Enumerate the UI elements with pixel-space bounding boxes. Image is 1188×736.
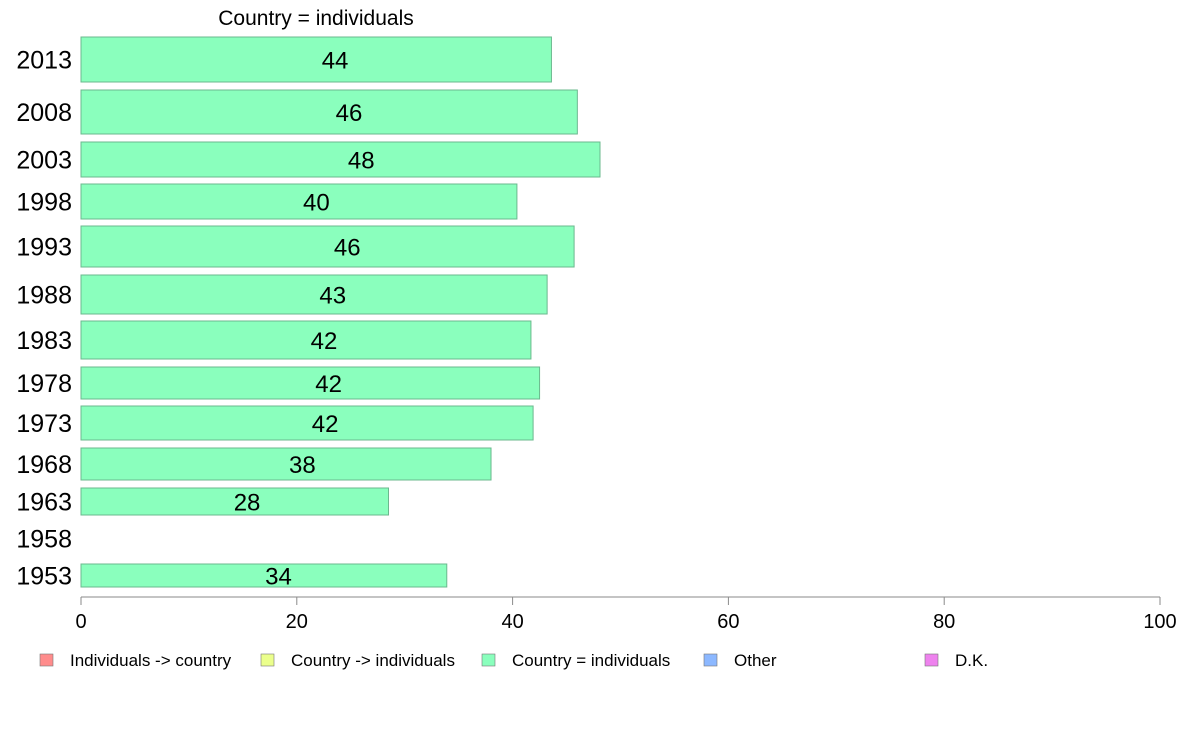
- bar-row: 1973 42: [16, 405, 534, 441]
- y-tick-label: 1953: [16, 563, 72, 591]
- bar: [80, 274, 548, 315]
- x-tick-label: 40: [501, 611, 523, 633]
- data-label: 40: [303, 190, 330, 217]
- legend-swatch: [703, 653, 718, 667]
- chart-title: Country = individuals: [218, 7, 414, 30]
- y-tick-label: 1968: [16, 451, 72, 479]
- legend-item: Country = individuals: [481, 651, 670, 670]
- bar: [80, 36, 552, 83]
- bar-row: 1968 38: [16, 447, 492, 481]
- data-label: 48: [348, 148, 375, 175]
- bar: [80, 563, 448, 588]
- bar: [80, 183, 518, 220]
- legend-item: Individuals -> country: [39, 651, 232, 670]
- x-tick-label: 60: [717, 611, 739, 633]
- x-tick-label: 80: [933, 611, 955, 633]
- legend-item: Country -> individuals: [260, 651, 455, 670]
- data-label: 34: [265, 564, 292, 591]
- bar-row: 1998 40: [16, 183, 518, 220]
- data-label: 28: [234, 490, 261, 517]
- data-label: 42: [312, 411, 339, 438]
- bar: [80, 447, 492, 481]
- data-label: 44: [322, 48, 349, 75]
- y-tick-label: 2013: [16, 47, 72, 75]
- data-label: 42: [311, 328, 338, 355]
- x-tick-label: 20: [286, 611, 308, 633]
- legend-swatch: [39, 653, 54, 667]
- legend-label: Country = individuals: [512, 651, 670, 670]
- bar: [80, 405, 534, 441]
- y-tick-label: 1983: [16, 327, 72, 355]
- legend-label: Country -> individuals: [291, 651, 455, 670]
- data-label: 43: [319, 283, 346, 310]
- legend: Individuals -> country Country -> individ…: [39, 651, 988, 670]
- bar-row: 1983 42: [16, 320, 532, 360]
- bar-rows: 2013 44 2008 46 2003 48 1998 40 1993 46 1988 43 1983…: [16, 36, 601, 591]
- y-tick-label: 1998: [16, 189, 72, 217]
- legend-label: Individuals -> country: [70, 651, 232, 670]
- y-tick-label: 2003: [16, 147, 72, 175]
- bar-row: 1963 28: [16, 487, 390, 517]
- legend-swatch: [481, 653, 496, 667]
- x-axis: 0 20 40 60 80 100: [75, 596, 1177, 633]
- y-tick-label: 1993: [16, 234, 72, 262]
- bar-row: 1993 46: [16, 225, 575, 268]
- data-label: 38: [289, 452, 316, 479]
- x-tick-label: 100: [1143, 611, 1176, 633]
- legend-label: D.K.: [955, 651, 988, 670]
- data-label: 46: [336, 100, 363, 127]
- legend-item: Other: [703, 651, 777, 670]
- y-tick-label: 1978: [16, 370, 72, 398]
- x-tick-label: 0: [75, 611, 86, 633]
- y-tick-label: 1963: [16, 489, 72, 517]
- bar-row: 1958: [16, 526, 72, 554]
- bar-row: 1978 42: [16, 366, 541, 400]
- bar-row: 2008 46: [16, 89, 578, 135]
- legend-item: D.K.: [924, 651, 988, 670]
- bar: [80, 89, 578, 135]
- y-tick-label: 1973: [16, 410, 72, 438]
- legend-swatch: [260, 653, 275, 667]
- bar-row: 2013 44: [16, 36, 552, 83]
- data-label: 42: [315, 371, 342, 398]
- bar: [80, 487, 390, 516]
- bar: [80, 225, 575, 268]
- y-tick-label: 1988: [16, 282, 72, 310]
- bar-row: 1953 34: [16, 563, 448, 591]
- bar-row: 1988 43: [16, 274, 548, 315]
- legend-label: Other: [734, 651, 777, 670]
- data-label: 46: [334, 235, 361, 262]
- bar: [80, 320, 532, 360]
- y-tick-label: 2008: [16, 99, 72, 127]
- bar: [80, 366, 541, 400]
- y-tick-label: 1958: [16, 526, 72, 554]
- bar: [80, 141, 601, 178]
- legend-swatch: [924, 653, 939, 667]
- bar-row: 2003 48: [16, 141, 601, 178]
